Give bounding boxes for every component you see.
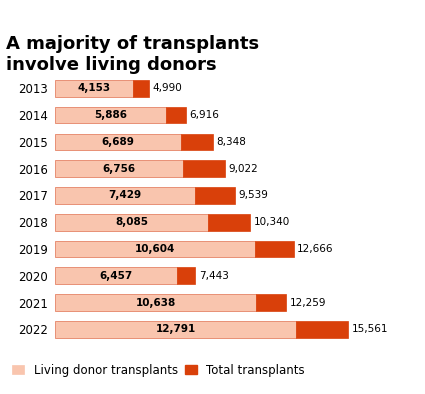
Bar [55, 107, 166, 123]
Bar [55, 268, 177, 284]
Text: 6,457: 6,457 [99, 271, 133, 281]
Text: 6,689: 6,689 [102, 137, 135, 147]
Text: 5,886: 5,886 [94, 110, 127, 120]
Bar [55, 321, 296, 338]
Text: A majority of transplants
involve living donors: A majority of transplants involve living… [6, 35, 260, 74]
Text: 10,638: 10,638 [135, 297, 176, 308]
Bar [55, 214, 207, 230]
Text: 4,990: 4,990 [153, 83, 182, 93]
Bar [296, 321, 348, 338]
Text: 12,791: 12,791 [156, 324, 196, 335]
Bar [207, 214, 250, 230]
Text: 8,348: 8,348 [216, 137, 246, 147]
Text: 6,916: 6,916 [189, 110, 219, 120]
Bar [181, 134, 212, 150]
Bar [195, 187, 235, 204]
Text: 12,259: 12,259 [289, 297, 326, 308]
Text: 4,153: 4,153 [78, 83, 111, 93]
Bar [166, 107, 186, 123]
Bar [55, 187, 195, 204]
Bar [177, 268, 196, 284]
Bar [55, 241, 255, 257]
Text: 15,561: 15,561 [352, 324, 388, 335]
Text: 9,022: 9,022 [229, 164, 258, 174]
Text: 10,604: 10,604 [135, 244, 176, 254]
Bar [133, 80, 149, 97]
Text: 6,756: 6,756 [102, 164, 136, 174]
Text: 12,666: 12,666 [297, 244, 334, 254]
Text: 8,085: 8,085 [115, 217, 148, 227]
Text: 10,340: 10,340 [253, 217, 290, 227]
Text: 7,443: 7,443 [199, 271, 229, 281]
Text: 7,429: 7,429 [109, 190, 142, 201]
Bar [55, 80, 133, 97]
Bar [55, 160, 182, 177]
Bar [55, 134, 181, 150]
Bar [255, 241, 294, 257]
Bar [182, 160, 225, 177]
Bar [55, 294, 256, 311]
Legend: Living donor transplants, Total transplants: Living donor transplants, Total transpla… [12, 364, 305, 377]
Text: 9,539: 9,539 [238, 190, 268, 201]
Bar [256, 294, 286, 311]
